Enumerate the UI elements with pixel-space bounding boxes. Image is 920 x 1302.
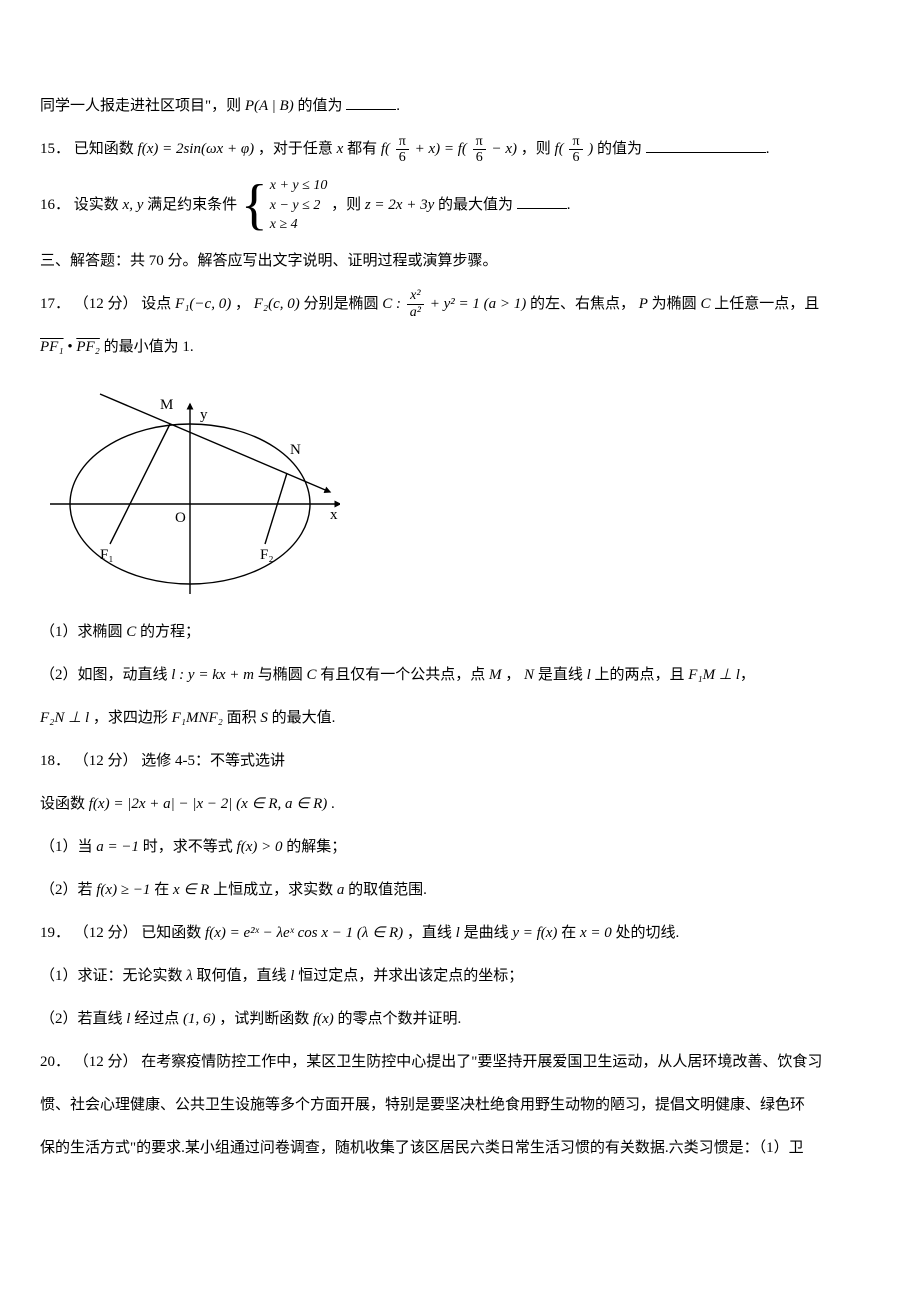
q14-line: 同学一人报走进社区项目"，则 P(A | B) 的值为 .: [40, 90, 880, 123]
q15-frac3: π 6: [569, 134, 582, 166]
q15-d: ，则: [521, 141, 551, 157]
q15-fof: f(: [555, 141, 564, 157]
q16-sys-body: x + y ≤ 10 x − y ≤ 2 x ≥ 4: [270, 176, 328, 235]
q14-prefix: 同学一人报走进社区项目"，则: [40, 98, 241, 114]
q20-l2: 惯、社会心理健康、公共卫生设施等多个方面开展，特别是要坚决杜绝食用野生动物的陋习…: [40, 1089, 880, 1122]
q17-d: 为椭圆: [652, 296, 697, 312]
q18-def: 设函数 f(x) = |2x + a| − |x − 2| (x ∈ R, a …: [40, 788, 880, 821]
q14-expr: P(A | B): [245, 98, 294, 114]
q15-c: 都有: [347, 141, 377, 157]
q18-p2: （2）若 f(x) ≥ −1 在 x ∈ R 上恒成立，求实数 a 的取值范围.: [40, 874, 880, 907]
q17-part1: （1）求椭圆 C 的方程；: [40, 616, 880, 649]
q17-c: 的左、右焦点，: [530, 296, 635, 312]
q16-d: 的最大值为: [438, 197, 513, 213]
svg-text:N: N: [290, 442, 301, 458]
q16-num: 16．: [40, 197, 70, 213]
q15-x: x: [337, 141, 344, 157]
q20-l1: 20． （12 分） 在考察疫情防控工作中，某区卫生防控中心提出了"要坚持开展爱…: [40, 1046, 880, 1079]
q15-lhs-pre: f(: [381, 141, 390, 157]
q17-num: 17．: [40, 296, 70, 312]
q17-PF2: PF₂: [76, 339, 100, 355]
q20-l3: 保的生活方式"的要求.某小组通过问卷调查，随机收集了该区居民六类日常生活习惯的有…: [40, 1132, 880, 1165]
q17-line2: PF₁ • PF₂ 的最小值为 1.: [40, 331, 880, 364]
q17-F1: F₁(−c, 0): [175, 296, 231, 312]
q14-blank: [346, 94, 396, 110]
q15-lhs-post: + x) = f(: [415, 141, 467, 157]
q17-frac: x² a²: [407, 288, 424, 320]
q17-C2: C: [700, 296, 710, 312]
q19-head: 19． （12 分） 已知函数 f(x) = e²ˣ − λeˣ cos x −…: [40, 917, 880, 950]
q15-blank: [646, 137, 766, 153]
q15-b: ，对于任意: [258, 141, 333, 157]
q17-plusy2: + y² = 1 (a > 1): [430, 296, 527, 312]
svg-text:F₂: F₂: [260, 547, 274, 563]
q17-part2-l1: （2）如图，动直线 l : y = kx + m 与椭圆 C 有且仅有一个公共点…: [40, 659, 880, 692]
q17-part2-l2: F₂N ⊥ l ，求四边形 F₁MNF₂ 面积 S 的最大值.: [40, 702, 880, 735]
q16-system: { x + y ≤ 10 x − y ≤ 2 x ≥ 4: [241, 176, 327, 235]
q19-p2: （2）若直线 l 经过点 (1, 6) ，试判断函数 f(x) 的零点个数并证明…: [40, 1003, 880, 1036]
q16-c: ，则: [331, 197, 361, 213]
q17-figure: My Nx O F₁ F₂: [40, 374, 340, 604]
q14-suffix: 的值为: [297, 98, 342, 114]
q17-b: 分别是椭圆: [304, 296, 379, 312]
q17-P: P: [639, 296, 648, 312]
q17-a: 设点: [141, 296, 171, 312]
brace-left-icon: {: [241, 177, 268, 233]
q15-close: ): [588, 141, 593, 157]
q15-num: 15．: [40, 141, 70, 157]
svg-text:y: y: [200, 407, 208, 423]
q18-head: 18． （12 分） 选修 4-5：不等式选讲: [40, 745, 880, 778]
svg-text:F₁: F₁: [100, 547, 114, 563]
svg-text:x: x: [330, 507, 338, 523]
q16-z: z = 2x + 3y: [365, 197, 434, 213]
q15-rhs-post: − x): [491, 141, 517, 157]
q17-F2: F₂(c, 0): [254, 296, 300, 312]
q16-b: 满足约束条件: [147, 197, 237, 213]
q17-PF1: PF₁: [40, 339, 64, 355]
q15-frac1: π 6: [396, 134, 409, 166]
q18-p1: （1）当 a = −1 时，求不等式 f(x) > 0 的解集；: [40, 831, 880, 864]
q15-frac2: π 6: [473, 134, 486, 166]
section3-heading: 三、解答题：共 70 分。解答应写出文字说明、证明过程或演算步骤。: [40, 245, 880, 278]
q15-e: 的值为: [597, 141, 642, 157]
q15-fx: f(x) = 2sin(ωx + φ): [138, 141, 255, 157]
svg-text:O: O: [175, 510, 186, 526]
svg-text:M: M: [160, 397, 173, 413]
q16-a: 设实数: [74, 197, 119, 213]
q17-line1: 17． （12 分） 设点 F₁(−c, 0) ， F₂(c, 0) 分别是椭圆…: [40, 288, 880, 321]
q17-e: 上任意一点，且: [714, 296, 819, 312]
q16-line: 16． 设实数 x, y 满足约束条件 { x + y ≤ 10 x − y ≤…: [40, 176, 880, 235]
q15-a: 已知函数: [74, 141, 134, 157]
q19-p1: （1）求证：无论实数 λ 取何值，直线 l 恒过定点，并求出该定点的坐标；: [40, 960, 880, 993]
q17-pts: （12 分）: [74, 296, 138, 312]
q15-line: 15． 已知函数 f(x) = 2sin(ωx + φ) ，对于任意 x 都有 …: [40, 133, 880, 166]
q16-blank: [517, 193, 567, 209]
q17-Clab: C :: [382, 296, 401, 312]
q16-vars: x, y: [123, 197, 144, 213]
